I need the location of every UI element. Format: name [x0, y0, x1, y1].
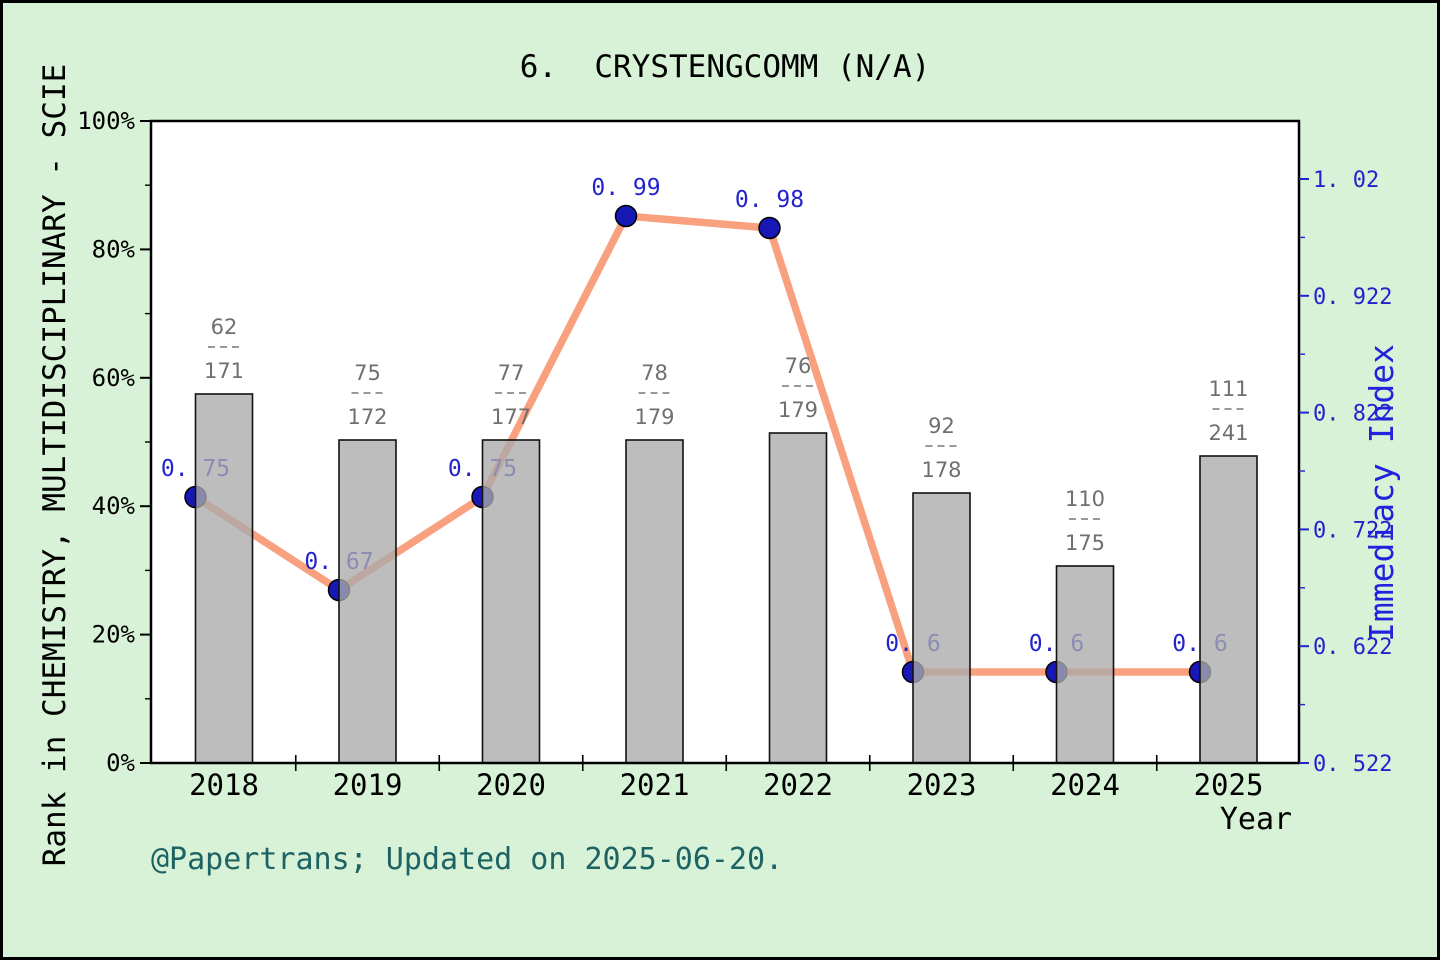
- fraction-2025-num: 111: [1208, 377, 1248, 401]
- fraction-2024-num: 110: [1065, 487, 1105, 511]
- x-axis-title: Year: [1220, 802, 1292, 837]
- year-label-2021: 2021: [620, 768, 690, 802]
- left-tick-label-0: 0%: [106, 749, 135, 777]
- fraction-2019-num: 75: [354, 361, 381, 385]
- fraction-2025-den: 241: [1208, 421, 1248, 445]
- bar-2020: [481, 439, 541, 764]
- fraction-2022: 76 179: [778, 354, 818, 422]
- fraction-2022-den: 179: [778, 398, 818, 422]
- marker-2022: [758, 216, 781, 240]
- rank-bars: [194, 393, 1258, 764]
- left-axis-tick-labels: 0% 20% 40% 60% 80% 100%: [77, 107, 135, 777]
- right-axis-title: Immediacy Index: [1362, 344, 1401, 642]
- x-axis-year-labels: 2018 2019 2020 2021 2022 2023 2024 2025: [189, 768, 1263, 802]
- fraction-2020: 77 177: [491, 361, 531, 429]
- year-label-2020: 2020: [476, 768, 546, 802]
- year-label-2022: 2022: [763, 768, 833, 802]
- fraction-2020-den: 177: [491, 405, 531, 429]
- fraction-2023-num: 92: [928, 414, 955, 438]
- fraction-labels: 62 171 75 172 77 177 78 179 76 179 92 17…: [204, 315, 1249, 555]
- right-axis-ticks: [1299, 178, 1309, 764]
- fraction-2025: 111 241: [1208, 377, 1248, 445]
- fraction-2024: 110 175: [1065, 487, 1105, 555]
- fraction-2020-num: 77: [498, 361, 525, 385]
- bar-2018: [194, 393, 254, 764]
- fraction-2019: 75 172: [347, 361, 387, 429]
- fraction-2023: 92 178: [921, 414, 961, 482]
- bar-2019: [338, 439, 397, 764]
- right-tick-label-0522: 0. 522: [1313, 752, 1392, 777]
- left-axis-title: Rank in CHEMISTRY, MULTIDISCIPLINARY - S…: [37, 64, 73, 867]
- bar-2021: [625, 439, 684, 764]
- right-tick-label-0922: 0. 922: [1313, 285, 1392, 310]
- left-axis-minor-ticks: [145, 184, 151, 700]
- right-axis-minor-ticks: [1299, 236, 1305, 706]
- marker-2021: [614, 204, 638, 228]
- fraction-2018-num: 62: [211, 315, 238, 339]
- left-tick-label-100: 100%: [77, 107, 135, 135]
- chart-svg: 6. CRYSTENGCOMM (N/A) 0. 75 0. 67 0. 75 …: [37, 49, 1401, 877]
- bar-2025: [1199, 455, 1258, 764]
- right-tick-label-0722: 0. 722: [1313, 518, 1392, 543]
- right-tick-label-0622: 0. 622: [1313, 635, 1392, 660]
- year-label-2025: 2025: [1194, 768, 1264, 802]
- fraction-2024-den: 175: [1065, 531, 1105, 555]
- fraction-2018-den: 171: [204, 359, 244, 383]
- bar-2024: [1055, 565, 1115, 764]
- bar-2022: [768, 432, 828, 764]
- fraction-2021: 78 179: [634, 361, 674, 429]
- x-axis-minor-ticks: [294, 755, 1158, 771]
- left-tick-label-80: 80%: [92, 235, 136, 263]
- chart-title: 6. CRYSTENGCOMM (N/A): [520, 49, 931, 85]
- fraction-2021-num: 78: [641, 361, 668, 385]
- bar-2023: [912, 492, 971, 764]
- left-tick-label-60: 60%: [92, 364, 136, 392]
- fraction-2018: 62 171: [204, 315, 244, 383]
- year-label-2018: 2018: [189, 768, 259, 802]
- fraction-2022-num: 76: [785, 354, 812, 378]
- plot-area: [151, 121, 1299, 763]
- year-label-2024: 2024: [1050, 768, 1120, 802]
- right-axis-tick-labels: 0. 522 0. 622 0. 722 0. 822 0. 922 1. 02: [1313, 168, 1392, 777]
- footer-credit: @Papertrans; Updated on 2025-06-20.: [151, 842, 783, 877]
- fraction-2021-den: 179: [634, 405, 674, 429]
- year-label-2023: 2023: [907, 768, 977, 802]
- year-label-2019: 2019: [333, 768, 403, 802]
- right-tick-label-102: 1. 02: [1313, 168, 1379, 193]
- left-tick-label-40: 40%: [92, 492, 136, 520]
- left-axis-ticks: [140, 120, 151, 764]
- value-label-2021: 0. 99: [591, 175, 660, 201]
- left-tick-label-20: 20%: [92, 621, 136, 649]
- right-tick-label-0822: 0. 822: [1313, 402, 1392, 427]
- fraction-2019-den: 172: [347, 405, 387, 429]
- fraction-2023-den: 178: [921, 458, 961, 482]
- value-label-2022: 0. 98: [735, 187, 804, 213]
